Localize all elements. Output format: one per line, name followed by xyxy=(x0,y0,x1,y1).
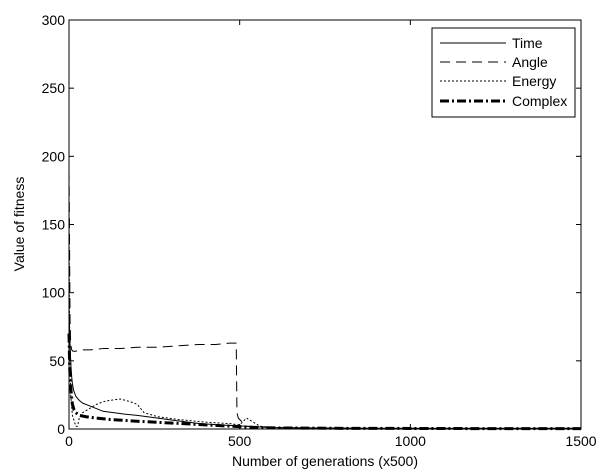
x-tick-label: 500 xyxy=(228,433,252,449)
x-axis-ticks: 0 500 1000 1500 xyxy=(65,20,597,449)
y-tick-label: 0 xyxy=(57,421,65,437)
series-line-complex xyxy=(67,333,581,431)
legend: Time Angle Energy Complex xyxy=(431,27,576,118)
series-line-angle xyxy=(68,169,581,429)
series-lines xyxy=(67,169,581,431)
x-tick-label: 1000 xyxy=(395,433,426,449)
x-axis-label: Number of generations (x500) xyxy=(232,453,418,469)
y-tick-label: 150 xyxy=(42,217,66,233)
y-tick-label: 100 xyxy=(42,285,66,301)
legend-label-energy: Energy xyxy=(512,73,556,89)
legend-label-angle: Angle xyxy=(512,54,548,70)
y-tick-label: 200 xyxy=(42,148,66,164)
legend-label-time: Time xyxy=(512,35,543,51)
y-tick-label: 250 xyxy=(42,80,66,96)
y-axis-ticks: 0 50 100 150 200 250 300 xyxy=(42,12,581,437)
x-tick-label: 0 xyxy=(65,433,73,449)
y-tick-label: 300 xyxy=(42,12,66,28)
legend-label-complex: Complex xyxy=(512,93,567,109)
y-axis-label: Value of fitness xyxy=(11,177,27,272)
x-tick-label: 1500 xyxy=(565,433,596,449)
y-tick-label: 50 xyxy=(49,353,65,369)
